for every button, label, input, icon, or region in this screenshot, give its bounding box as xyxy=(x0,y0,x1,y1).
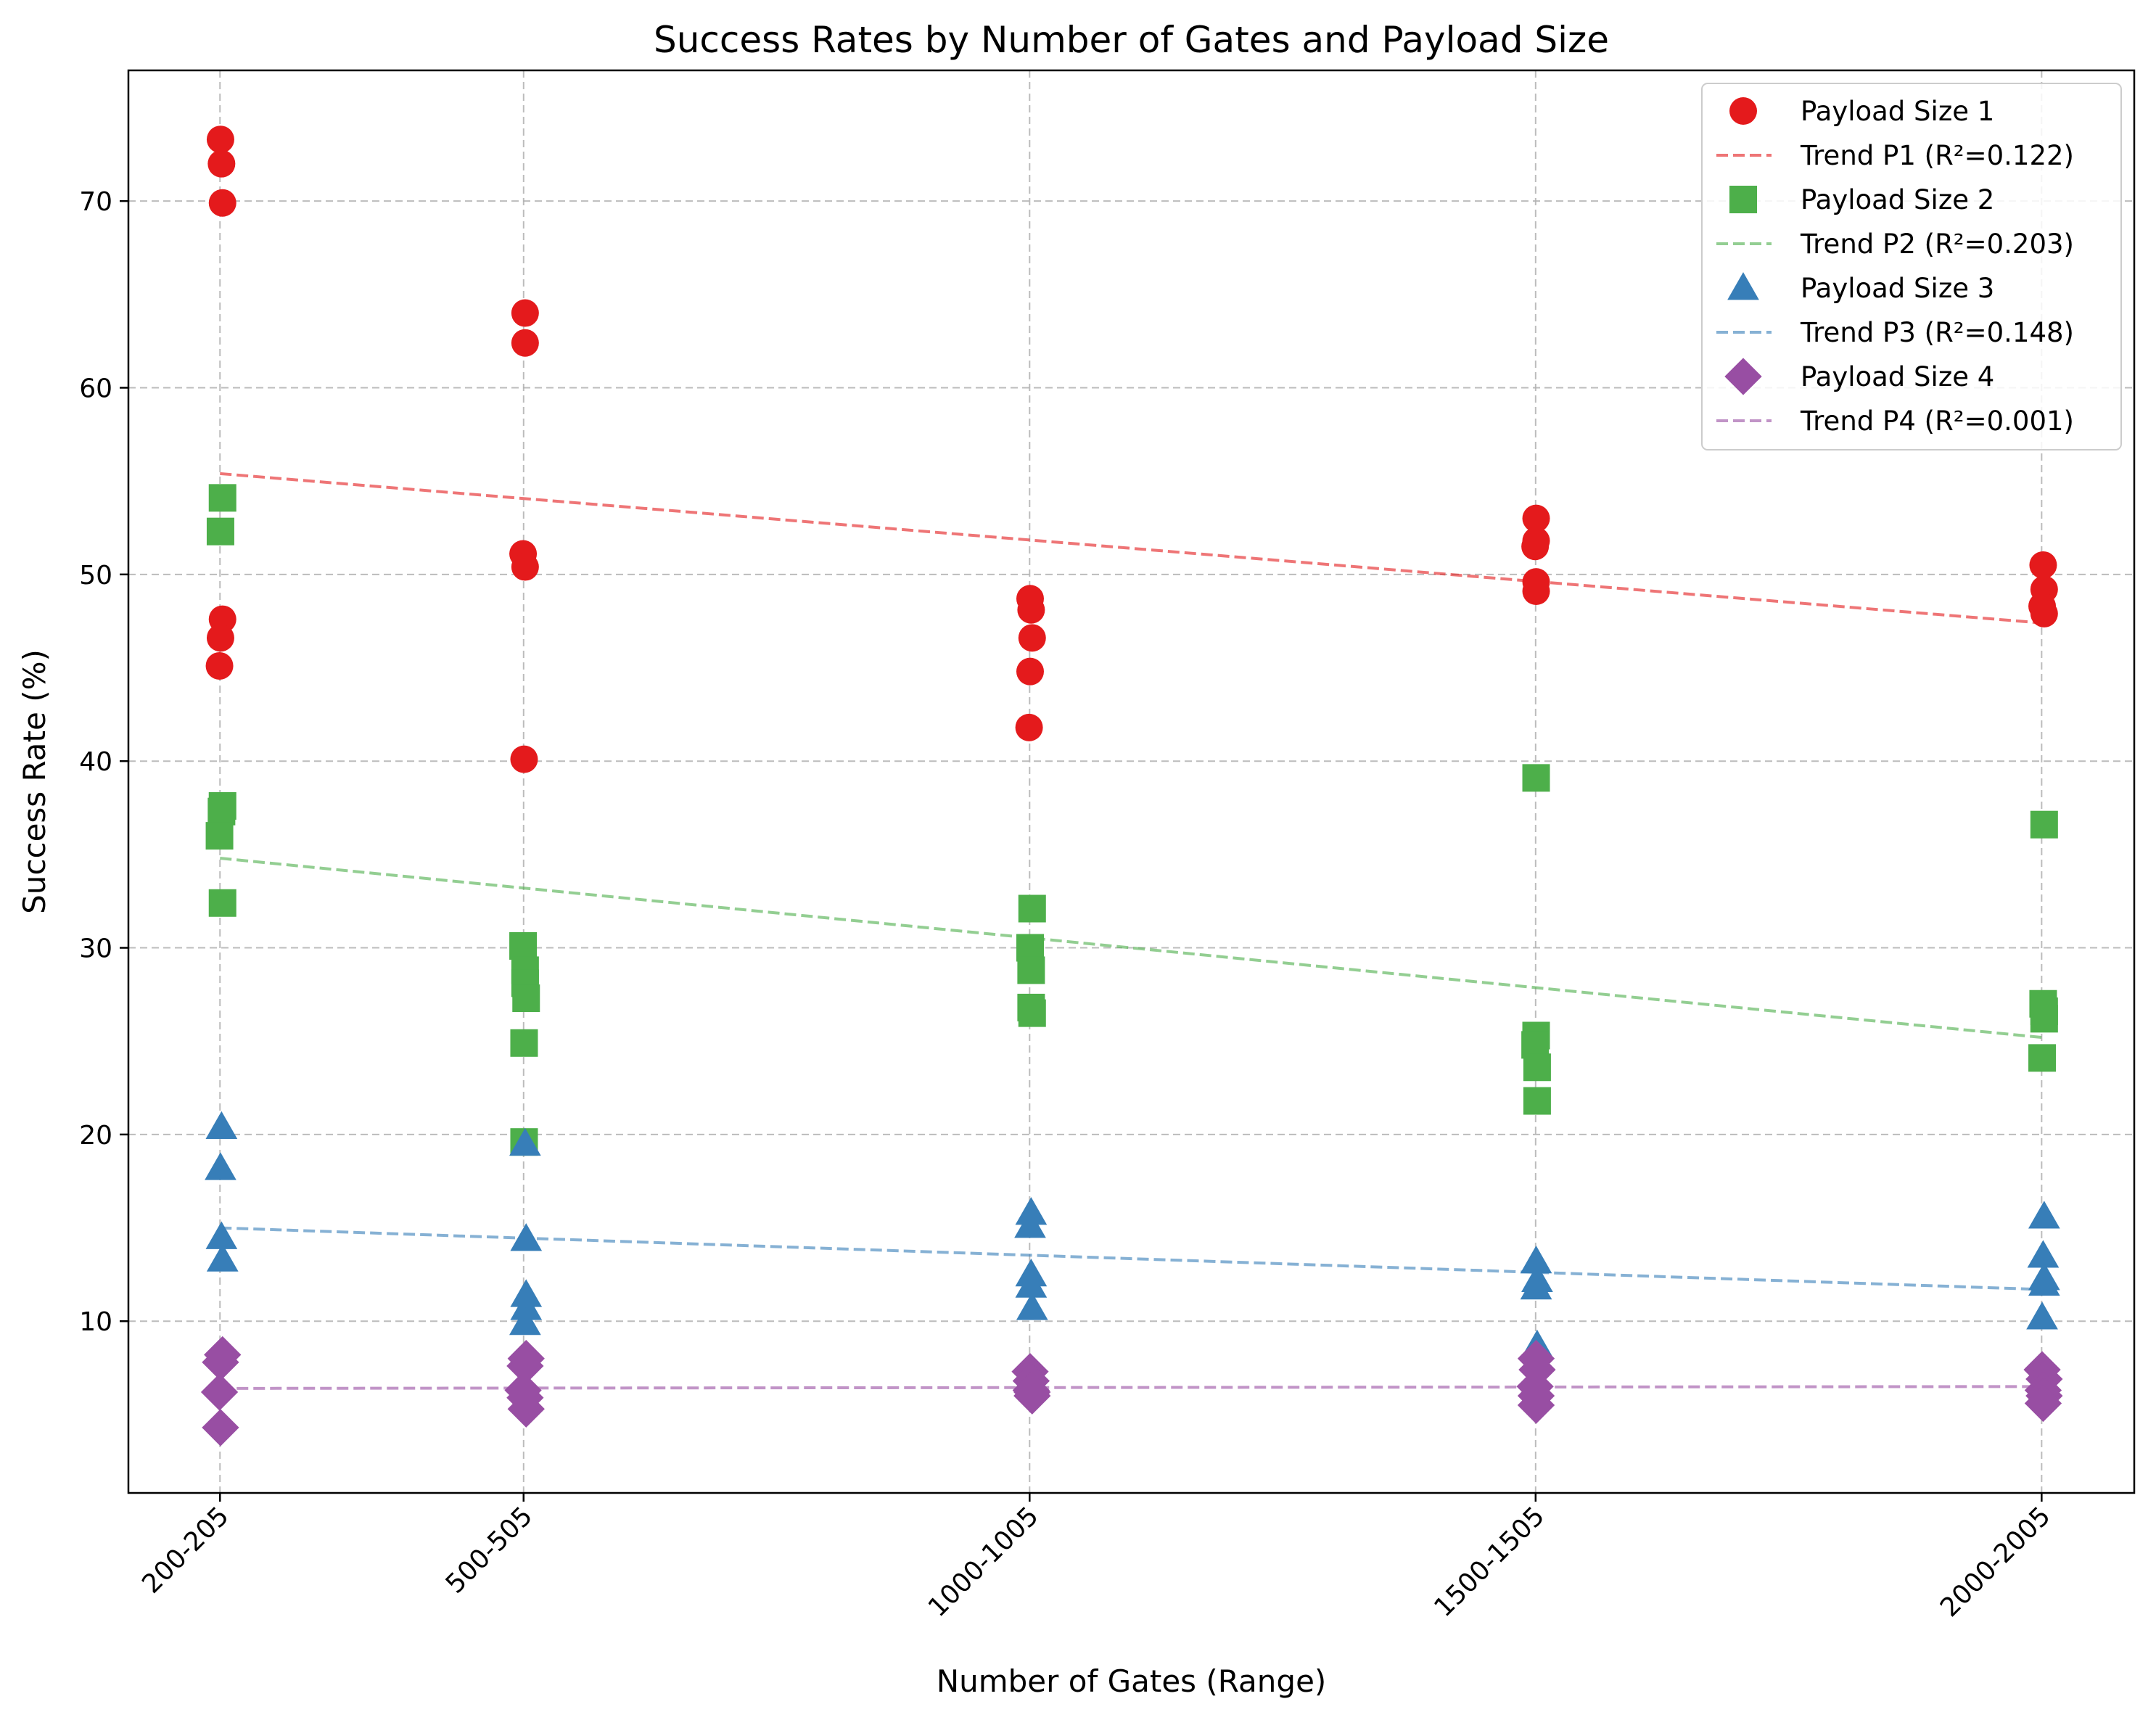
point-payload-3 xyxy=(1014,1210,1046,1238)
point-payload-1 xyxy=(1017,596,1045,624)
point-payload-1 xyxy=(1015,713,1043,741)
point-payload-3 xyxy=(205,1221,238,1249)
point-payload-4 xyxy=(2024,1384,2062,1423)
legend-marker-payload-1 xyxy=(1729,97,1757,125)
point-payload-1 xyxy=(206,125,234,154)
point-payload-1 xyxy=(1018,624,1046,652)
point-payload-2 xyxy=(2028,1044,2057,1072)
point-payload-1 xyxy=(511,329,539,357)
point-payload-1 xyxy=(208,189,236,217)
legend: Payload Size 1 Trend P1 (R²=0.122) Payload… xyxy=(1701,83,2122,450)
point-payload-2 xyxy=(1523,1053,1551,1082)
point-payload-3 xyxy=(1015,1197,1048,1225)
point-payload-3 xyxy=(2028,1201,2060,1229)
point-payload-2 xyxy=(1018,894,1046,923)
point-payload-3 xyxy=(205,1111,238,1139)
y-tick-label: 40 xyxy=(79,747,112,777)
point-payload-3 xyxy=(1520,1272,1552,1300)
point-payload-3 xyxy=(2027,1240,2060,1268)
plot-frame xyxy=(127,69,2136,1494)
data-points xyxy=(200,125,2063,1447)
legend-label-payload-1: Payload Size 1 xyxy=(1801,96,1994,127)
point-payload-1 xyxy=(511,299,539,327)
legend-marker-payload-3 xyxy=(1727,272,1759,300)
point-payload-2 xyxy=(205,822,234,850)
point-payload-3 xyxy=(205,1152,236,1180)
point-payload-2 xyxy=(2030,810,2058,839)
point-payload-3 xyxy=(206,1243,239,1272)
point-payload-2 xyxy=(208,889,236,917)
legend-label-trend-p3: Trend P3 (R²=0.148) xyxy=(1800,317,2074,348)
point-payload-1 xyxy=(510,745,538,773)
point-payload-3 xyxy=(1520,1246,1552,1274)
legend-label-trend-p2: Trend P2 (R²=0.203) xyxy=(1800,229,2074,260)
y-tick-label: 70 xyxy=(79,187,112,217)
point-payload-1 xyxy=(511,553,539,581)
point-payload-3 xyxy=(1015,1270,1048,1298)
point-payload-2 xyxy=(509,931,538,960)
trend-line-p2 xyxy=(220,857,2042,1040)
legend-label-trend-p1: Trend P1 (R²=0.122) xyxy=(1800,140,2074,171)
trend-line-p1 xyxy=(220,472,2042,625)
point-payload-4 xyxy=(507,1390,545,1428)
point-payload-3 xyxy=(2028,1267,2060,1296)
point-payload-2 xyxy=(208,484,236,512)
legend-label-payload-4: Payload Size 4 xyxy=(1801,361,1994,392)
point-payload-3 xyxy=(510,1223,543,1251)
y-tick-label: 30 xyxy=(79,934,112,964)
legend-label-payload-2: Payload Size 2 xyxy=(1801,184,1994,215)
point-payload-2 xyxy=(1522,764,1550,792)
point-payload-4 xyxy=(1013,1373,1051,1411)
point-payload-2 xyxy=(512,984,540,1013)
point-payload-4 xyxy=(202,1344,239,1381)
y-tick-label: 10 xyxy=(79,1307,112,1337)
legend-box xyxy=(1701,83,2122,450)
point-payload-1 xyxy=(207,149,236,178)
point-payload-4 xyxy=(1517,1386,1555,1424)
y-tick-label: 20 xyxy=(79,1121,112,1151)
point-payload-4 xyxy=(202,1409,239,1447)
point-payload-4 xyxy=(506,1347,544,1385)
point-payload-2 xyxy=(1523,1087,1551,1115)
point-payload-1 xyxy=(1522,504,1550,532)
y-tick-label: 50 xyxy=(79,561,112,591)
legend-label-payload-3: Payload Size 3 xyxy=(1801,273,1994,304)
point-payload-2 xyxy=(206,517,234,546)
point-payload-4 xyxy=(200,1373,239,1411)
point-payload-1 xyxy=(1522,577,1550,606)
point-payload-2 xyxy=(207,797,236,826)
legend-marker-payload-2 xyxy=(1729,186,1757,213)
chart-title: Success Rates by Number of Gates and Pay… xyxy=(654,19,1609,61)
point-payload-3 xyxy=(509,1307,541,1336)
point-payload-3 xyxy=(510,1292,543,1320)
point-payload-3 xyxy=(2026,1301,2058,1330)
point-payload-1 xyxy=(206,624,234,652)
point-payload-1 xyxy=(1016,657,1044,686)
point-payload-3 xyxy=(1016,1292,1048,1320)
y-axis-label: Success Rate (%) xyxy=(17,649,52,914)
point-payload-1 xyxy=(1521,532,1550,561)
legend-marker-payload-4 xyxy=(1724,358,1762,395)
point-payload-2 xyxy=(1017,956,1045,984)
point-payload-1 xyxy=(205,651,234,680)
point-payload-3 xyxy=(509,1127,541,1156)
point-payload-2 xyxy=(510,1029,538,1057)
point-payload-1 xyxy=(2029,551,2057,579)
x-axis-label: Number of Gates (Range) xyxy=(937,1663,1327,1699)
point-payload-1 xyxy=(2030,599,2058,627)
point-payload-2 xyxy=(1018,999,1046,1027)
y-tick-label: 60 xyxy=(79,374,112,403)
point-payload-2 xyxy=(2030,1005,2058,1033)
legend-label-trend-p4: Trend P4 (R²=0.001) xyxy=(1800,406,2074,437)
